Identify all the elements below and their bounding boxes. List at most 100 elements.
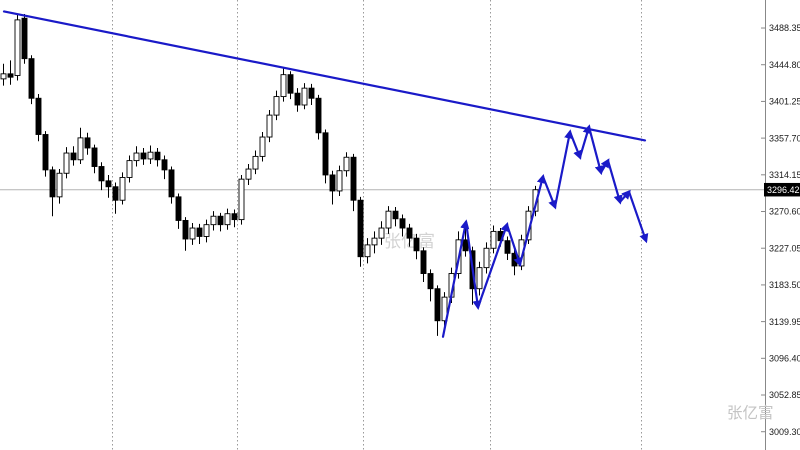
candle-body bbox=[245, 168, 252, 180]
candle-body bbox=[343, 156, 350, 172]
zigzag-segment[interactable] bbox=[553, 129, 574, 209]
candle-body bbox=[84, 137, 91, 149]
candle-body bbox=[7, 73, 14, 78]
candle-body bbox=[420, 250, 427, 274]
candle-body bbox=[175, 196, 182, 221]
candle-body bbox=[231, 213, 238, 221]
price-axis-label: 3183.50 bbox=[769, 280, 800, 290]
candle-body bbox=[147, 151, 154, 160]
candle-body bbox=[350, 156, 357, 201]
price-axis-label: 3357.70 bbox=[769, 133, 800, 143]
current-price-tag-label: 3296.42 bbox=[767, 185, 800, 195]
candle-body bbox=[385, 210, 392, 229]
zigzag-segment[interactable] bbox=[578, 124, 592, 159]
current-price-tag bbox=[764, 182, 800, 197]
candle-body bbox=[161, 159, 168, 171]
candle-body bbox=[98, 166, 105, 182]
candle-body bbox=[91, 147, 98, 167]
price-axis-label: 3227.05 bbox=[769, 243, 800, 253]
candle-body bbox=[406, 227, 413, 239]
candle-body bbox=[378, 227, 385, 239]
candle-body bbox=[273, 96, 280, 116]
candle-body bbox=[532, 189, 539, 212]
price-axis-label: 3488.35 bbox=[769, 23, 800, 33]
candle-body bbox=[441, 296, 448, 322]
candle-body bbox=[427, 273, 434, 290]
candles-group bbox=[0, 13, 539, 336]
candle-body bbox=[399, 218, 406, 229]
price-axis-label: 3052.85 bbox=[769, 390, 800, 400]
candle-body bbox=[56, 172, 63, 198]
candle-body bbox=[371, 237, 378, 246]
descending-trendline[interactable] bbox=[2, 10, 647, 142]
candle-body bbox=[322, 132, 329, 176]
candle-body bbox=[266, 114, 273, 138]
candle-body bbox=[105, 180, 112, 188]
candle-body bbox=[77, 137, 84, 161]
zigzag-segment[interactable] bbox=[505, 223, 523, 267]
candle-body bbox=[315, 97, 322, 134]
candle-body bbox=[483, 247, 490, 269]
candle-body bbox=[154, 151, 161, 161]
candle-body bbox=[63, 152, 70, 174]
candle-body bbox=[294, 92, 301, 106]
candle-body bbox=[476, 267, 483, 290]
elliott-wave-annotation[interactable] bbox=[441, 124, 649, 338]
candle-body bbox=[280, 74, 287, 98]
candle-body bbox=[140, 152, 147, 160]
candle-body bbox=[126, 160, 133, 178]
candle-body bbox=[392, 210, 399, 220]
zigzag-segment[interactable] bbox=[464, 221, 482, 310]
candle-body bbox=[434, 288, 441, 322]
zigzag-segment[interactable] bbox=[627, 190, 649, 244]
candle-body bbox=[259, 136, 266, 157]
price-axis-label: 3444.80 bbox=[769, 60, 800, 70]
candle-body bbox=[112, 186, 119, 201]
candle-body bbox=[28, 58, 35, 99]
candle-body bbox=[329, 174, 336, 192]
zigzag-segment[interactable] bbox=[606, 159, 623, 205]
price-axis-label: 3270.60 bbox=[769, 207, 800, 217]
candle-body bbox=[364, 244, 371, 258]
candle-body bbox=[301, 87, 308, 106]
candle-body bbox=[0, 73, 7, 80]
zigzag-segment[interactable] bbox=[441, 219, 470, 338]
candle-body bbox=[168, 169, 175, 198]
candle-body bbox=[189, 227, 196, 240]
candle-body bbox=[504, 240, 511, 254]
candle-body bbox=[287, 74, 294, 94]
candle-body bbox=[182, 219, 189, 240]
price-axis-label: 3139.95 bbox=[769, 317, 800, 327]
candle-body bbox=[196, 227, 203, 237]
zigzag-segment[interactable] bbox=[568, 130, 582, 160]
candle-body bbox=[14, 19, 21, 76]
candle-body bbox=[49, 169, 56, 198]
candle-body bbox=[210, 215, 217, 226]
zigzag-segment[interactable] bbox=[587, 125, 604, 176]
price-axis-label: 3096.40 bbox=[769, 354, 800, 364]
candle-body bbox=[119, 177, 126, 201]
candle-body bbox=[133, 152, 140, 162]
price-axis-label: 3401.25 bbox=[769, 97, 800, 107]
candle-body bbox=[413, 237, 420, 252]
candle-body bbox=[336, 170, 343, 192]
candle-body bbox=[70, 152, 77, 161]
candle-body bbox=[238, 178, 245, 221]
zigzag-segment[interactable] bbox=[599, 158, 610, 174]
zigzag-segment[interactable] bbox=[518, 173, 546, 266]
zigzag-segment[interactable] bbox=[618, 189, 631, 204]
candle-body bbox=[35, 97, 42, 135]
candle-body bbox=[203, 224, 210, 237]
candle-body bbox=[42, 134, 49, 171]
candle-body bbox=[217, 215, 224, 226]
candle-body bbox=[224, 213, 231, 226]
zigzag-segment[interactable] bbox=[476, 222, 510, 309]
price-axis-label: 3009.30 bbox=[769, 427, 800, 437]
zigzag-segment[interactable] bbox=[541, 175, 557, 210]
candle-body bbox=[462, 239, 469, 252]
candle-body bbox=[252, 155, 259, 170]
candle-body bbox=[490, 230, 497, 249]
candle-body bbox=[357, 199, 364, 258]
